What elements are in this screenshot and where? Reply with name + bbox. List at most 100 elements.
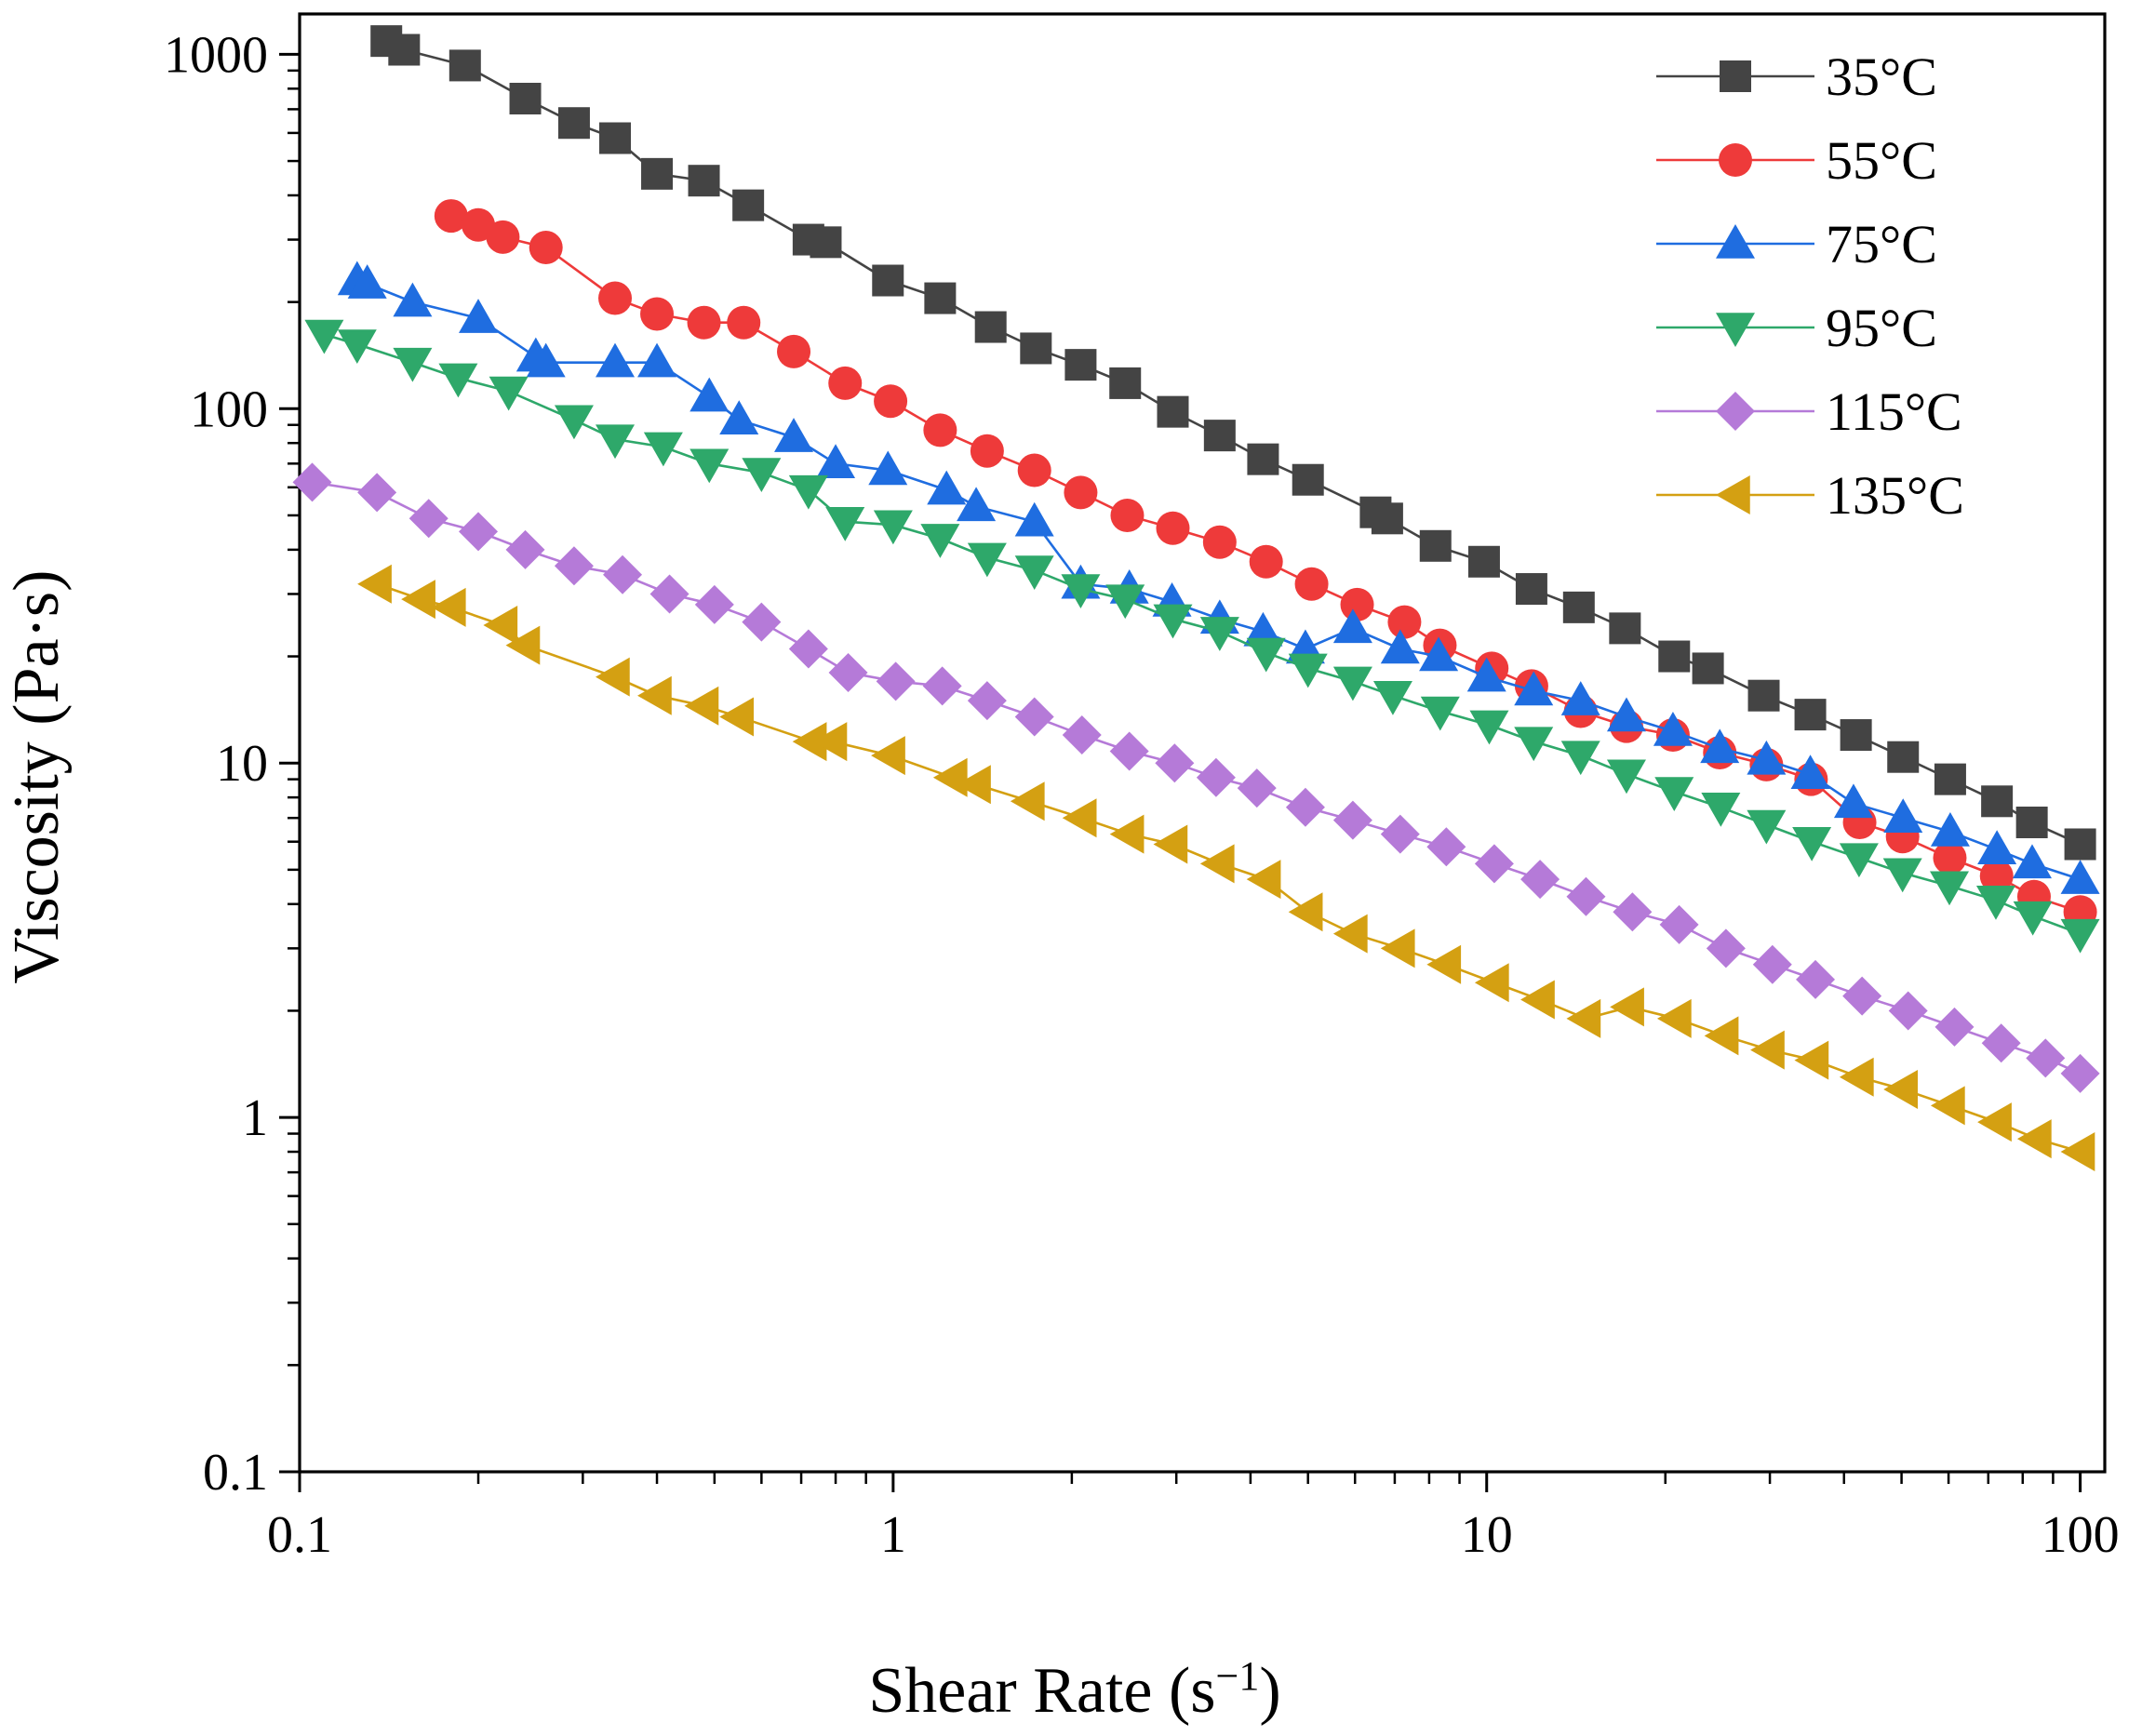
data-point xyxy=(1420,696,1460,731)
data-point xyxy=(1196,757,1236,797)
legend-entry: 75°C xyxy=(1656,214,1937,274)
data-point xyxy=(957,487,997,522)
data-point xyxy=(1930,1086,1965,1126)
data-point xyxy=(1706,928,1746,968)
data-point xyxy=(640,297,675,331)
data-point xyxy=(1109,367,1142,399)
data-point xyxy=(1332,914,1368,954)
data-point xyxy=(1933,841,1967,875)
data-point xyxy=(1656,998,1692,1038)
data-point xyxy=(1199,617,1239,651)
data-point xyxy=(742,602,782,642)
data-point xyxy=(1017,453,1051,487)
y-tick-label: 1 xyxy=(242,1089,268,1147)
data-point xyxy=(1246,860,1281,900)
data-point xyxy=(1064,475,1098,510)
data-point xyxy=(2060,1053,2100,1093)
data-point xyxy=(1285,787,1325,827)
data-point xyxy=(974,311,1007,343)
data-point xyxy=(1020,332,1052,365)
legend-marker xyxy=(1716,475,1750,514)
data-point xyxy=(1609,612,1641,645)
data-point xyxy=(1380,928,1415,968)
data-point xyxy=(1790,754,1830,789)
data-point xyxy=(816,444,856,479)
data-point xyxy=(357,473,397,513)
y-tick-label: 0.1 xyxy=(203,1444,268,1502)
data-point xyxy=(1606,697,1646,732)
data-point xyxy=(1975,885,2015,920)
data-point xyxy=(599,122,632,154)
data-point xyxy=(637,342,677,378)
data-point xyxy=(1419,529,1452,562)
data-point xyxy=(1202,525,1237,559)
data-point xyxy=(876,661,916,701)
data-point xyxy=(388,33,421,66)
data-point xyxy=(1247,443,1279,475)
legend-entry: 115°C xyxy=(1656,381,1962,442)
legend-marker xyxy=(1716,224,1755,259)
data-point xyxy=(1747,740,1787,775)
data-point xyxy=(689,377,730,412)
data-point xyxy=(1340,587,1374,621)
data-point xyxy=(920,524,960,558)
data-point xyxy=(689,448,730,484)
data-point xyxy=(1562,591,1595,623)
data-point xyxy=(1700,728,1740,764)
data-point xyxy=(1750,1030,1785,1070)
data-point xyxy=(459,512,499,552)
data-point xyxy=(1466,657,1506,692)
x-tick-label: 0.1 xyxy=(267,1506,332,1564)
data-point xyxy=(393,282,433,317)
legend-label: 75°C xyxy=(1826,214,1937,274)
data-point xyxy=(1977,830,2017,864)
data-point xyxy=(1110,498,1145,532)
data-point xyxy=(357,564,392,604)
data-point xyxy=(486,220,520,254)
data-point xyxy=(1566,998,1601,1038)
data-point xyxy=(2060,860,2100,894)
data-point xyxy=(1064,349,1097,381)
data-point xyxy=(732,189,765,221)
data-point xyxy=(1514,671,1554,706)
data-point xyxy=(1747,679,1780,712)
data-point xyxy=(868,450,908,486)
legend-label: 55°C xyxy=(1826,130,1937,191)
data-point xyxy=(872,264,904,297)
data-point xyxy=(1981,785,2014,818)
data-point xyxy=(643,432,683,467)
legend-entry: 35°C xyxy=(1656,47,1937,107)
data-point xyxy=(1613,892,1653,932)
x-axis-title-suffix: ) xyxy=(1259,1655,1280,1727)
data-point xyxy=(1842,976,1882,1016)
data-point xyxy=(2012,844,2052,879)
data-point xyxy=(688,165,720,197)
x-axis-title: Shear Rate (s−1) xyxy=(868,1653,1280,1728)
data-point xyxy=(1887,741,1920,773)
data-point xyxy=(1014,555,1054,590)
data-point xyxy=(2026,1038,2066,1078)
data-point xyxy=(1883,798,1923,833)
data-point xyxy=(489,376,529,411)
data-point xyxy=(448,49,481,82)
data-point xyxy=(874,384,908,419)
data-point xyxy=(788,629,828,669)
data-point xyxy=(727,305,761,340)
legend-entry: 135°C xyxy=(1656,465,1964,526)
y-tick-label: 1000 xyxy=(164,26,268,84)
data-point xyxy=(1981,1023,2021,1063)
data-point xyxy=(1249,544,1283,579)
data-point xyxy=(1467,545,1500,578)
data-point xyxy=(1654,777,1694,812)
data-point xyxy=(2060,1132,2095,1172)
series-layer xyxy=(292,25,2100,1172)
data-point xyxy=(1888,991,1928,1031)
data-point xyxy=(554,405,594,440)
data-point xyxy=(1332,666,1372,701)
data-point xyxy=(1792,826,1832,861)
data-point xyxy=(1371,502,1403,535)
data-point xyxy=(1109,731,1149,771)
data-point xyxy=(922,666,962,706)
data-point xyxy=(598,281,633,315)
data-point xyxy=(1977,1102,2012,1142)
